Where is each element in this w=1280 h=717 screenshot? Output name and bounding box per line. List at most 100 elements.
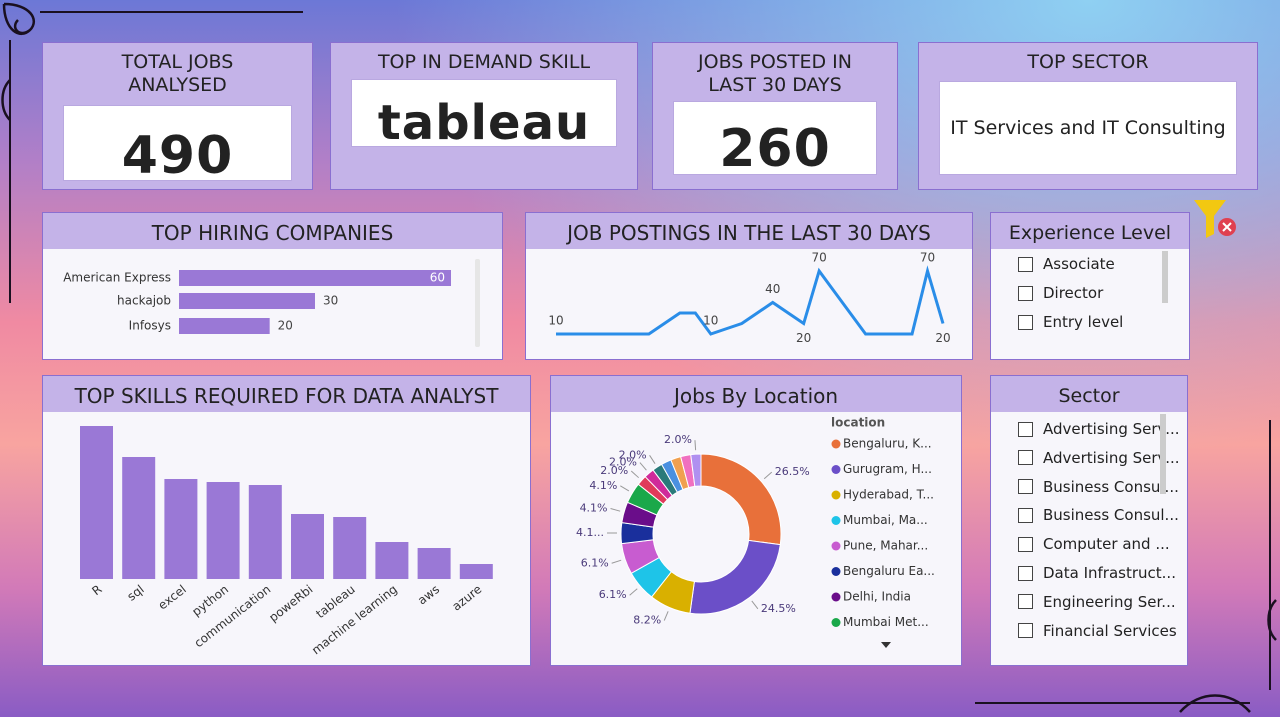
bar xyxy=(122,457,156,579)
slicer-label: Entry level xyxy=(1043,313,1124,331)
leader-line xyxy=(620,485,630,492)
value-label: 70 xyxy=(812,251,827,265)
checkbox xyxy=(1018,594,1033,610)
kpi-title: TOTAL JOBS ANALYSED xyxy=(121,51,234,96)
kpi-title: TOP SECTOR xyxy=(1027,51,1149,73)
slicer-label: Business Consul... xyxy=(1043,506,1179,525)
value-label: 8.2% xyxy=(633,614,661,627)
bar xyxy=(206,482,240,579)
slicer-item[interactable]: Computer and ... xyxy=(1018,534,1170,554)
value-label: 20 xyxy=(935,331,950,345)
filter-icon[interactable] xyxy=(1194,200,1236,238)
legend-swatch xyxy=(831,567,841,576)
chart-panel: JOB POSTINGS IN THE LAST 30 DAYS 10 10 40 20… xyxy=(525,212,973,360)
kpi-title: TOP IN DEMAND SKILL xyxy=(377,51,591,73)
slicer-item[interactable]: Director xyxy=(1018,283,1103,303)
legend-label: Mumbai, Ma... xyxy=(843,513,928,527)
kpi-value: IT Services and IT Consulting xyxy=(950,117,1226,139)
kpi-box: 490 xyxy=(63,105,292,186)
line xyxy=(556,265,945,336)
slicer-label: Advertising Serv... xyxy=(1043,448,1180,467)
scrollbar xyxy=(1162,251,1168,303)
slicer-item[interactable]: Advertising Serv... xyxy=(1018,448,1180,468)
slicer-item[interactable]: Business Consul... xyxy=(1018,505,1179,525)
value-label: 10 xyxy=(703,314,718,328)
value-label: 6.1% xyxy=(599,588,627,601)
slicer-label: Data Infrastruct... xyxy=(1043,564,1176,582)
chart-area: American Express 60 hackajob 30 Infosys 20 xyxy=(63,259,480,347)
legend-label: Bengaluru Ea... xyxy=(843,564,935,578)
checkbox xyxy=(1018,565,1033,581)
checkbox xyxy=(1018,421,1033,437)
bar xyxy=(179,293,315,309)
scrollbar xyxy=(1160,414,1166,494)
chart-area: 10 10 40 20 70 70 20 xyxy=(548,251,950,346)
bar xyxy=(179,270,451,286)
value-label: 2.0% xyxy=(609,456,637,469)
kpi-title: JOBS POSTED IN LAST 30 DAYS xyxy=(698,51,852,96)
leader-line xyxy=(630,470,640,479)
checkbox xyxy=(1018,450,1033,466)
slicer-label: Advertising Serv... xyxy=(1043,420,1180,438)
kpi-card: TOP SECTOR IT Services and IT Consulting xyxy=(918,42,1258,190)
leader-line xyxy=(611,559,622,564)
category-label: poweRbi xyxy=(266,582,315,625)
legend-swatch xyxy=(831,490,841,500)
leader-line xyxy=(649,455,656,464)
slicer-item[interactable]: Data Infrastruct... xyxy=(1018,563,1176,583)
slicer-item[interactable]: Entry level xyxy=(1018,312,1123,332)
category-label: R xyxy=(89,582,104,598)
slicer-item[interactable]: Associate xyxy=(1018,254,1115,274)
chart-header: TOP HIRING COMPANIES xyxy=(43,213,502,249)
slicer-item[interactable]: Engineering Ser... xyxy=(1018,592,1176,612)
bar xyxy=(164,479,198,579)
chart-header: TOP SKILLS REQUIRED FOR DATA ANALYST xyxy=(43,376,530,412)
checkbox xyxy=(1018,256,1033,272)
leader-line xyxy=(763,471,773,480)
slicer-title: Sector xyxy=(991,376,1187,412)
chart-panel: Jobs By Location 26.5% 24.5% 8.2% 6.1% 6.1% 4.… xyxy=(550,375,962,666)
value-label: 60 xyxy=(430,271,445,285)
legend-label: Delhi, India xyxy=(843,590,911,604)
value-label: 20 xyxy=(278,319,293,333)
checkbox xyxy=(1018,623,1033,639)
category-label: hackajob xyxy=(117,294,171,308)
legend-swatch xyxy=(831,465,841,474)
legend-more xyxy=(881,642,891,648)
kpi-card: JOBS POSTED IN LAST 30 DAYS 260 xyxy=(652,42,898,190)
leader-line xyxy=(610,507,621,512)
slice xyxy=(690,453,702,487)
chart-panel: TOP HIRING COMPANIES American Express 60 ha… xyxy=(42,212,503,360)
slicer-item[interactable]: Advertising Serv... xyxy=(1018,419,1180,439)
bar xyxy=(459,564,493,579)
value-label: 10 xyxy=(548,314,563,328)
bar xyxy=(248,485,282,579)
kpi-value: 260 xyxy=(719,119,831,179)
slicer-label: Associate xyxy=(1043,255,1115,273)
legend-swatch xyxy=(831,541,841,551)
slicer-label: Business Consul... xyxy=(1043,477,1179,496)
value-label: 2.0% xyxy=(664,433,692,446)
slicer: Experience Level Associate Director Entry l… xyxy=(990,212,1190,360)
checkbox xyxy=(1018,285,1033,301)
kpi-value: tableau xyxy=(377,95,591,151)
legend-swatch xyxy=(831,439,841,449)
checkbox xyxy=(1018,314,1033,330)
value-label: 2.0% xyxy=(619,448,647,461)
slicer-item[interactable]: Business Consul... xyxy=(1018,477,1179,497)
chart-area: 26.5% 24.5% 8.2% 6.1% 6.1% 4.1... 4.1% 4.1% 2.0%… xyxy=(576,416,935,648)
legend-swatch xyxy=(831,618,841,627)
category-label: excel xyxy=(156,582,189,612)
slicer-title: Experience Level xyxy=(991,213,1189,249)
kpi-value: 490 xyxy=(121,126,234,186)
category-label: azure xyxy=(449,582,484,614)
legend-label: Pune, Mahar... xyxy=(843,539,928,553)
category-label: sql xyxy=(125,582,147,604)
chart-header: Jobs By Location xyxy=(551,376,961,412)
legend-label: Gurugram, H... xyxy=(843,462,932,476)
slicer-item[interactable]: Financial Services xyxy=(1018,621,1177,641)
value-label: 6.1% xyxy=(581,556,609,569)
